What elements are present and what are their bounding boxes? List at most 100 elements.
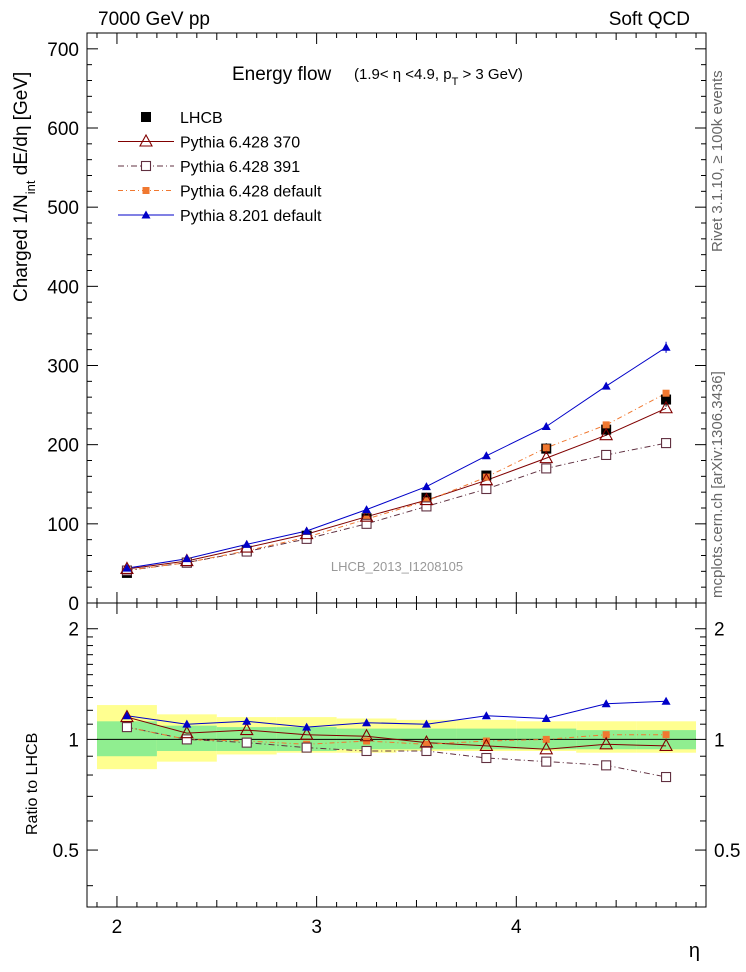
legend-marker-1 — [139, 133, 153, 147]
main-point-1 — [659, 400, 673, 414]
main-point-4 — [242, 539, 252, 548]
main-y-tick-label: 500 — [47, 198, 79, 219]
legend-label-3: Pythia 6.428 default — [180, 184, 322, 201]
legend-marker-0 — [141, 112, 151, 122]
ratio-point-2 — [662, 731, 670, 739]
main-plot-area: 0 100 200 300 400 500 600 700 LHCB Pythia 6.428 … — [47, 32, 707, 615]
main-point-3 — [422, 497, 430, 505]
main-point-4 — [302, 526, 312, 535]
ratio-point-1 — [481, 752, 492, 764]
main-series-line-3 — [126, 392, 667, 571]
ratio-point-0 — [419, 734, 434, 748]
ratio-y-tick-label-right: 2 — [714, 620, 725, 641]
header-right: Soft QCD — [609, 9, 690, 30]
ratio-point-0 — [659, 738, 673, 751]
main-point-0 — [661, 394, 672, 405]
main-point-4 — [601, 381, 611, 390]
ratio-y-tick-label-right: 0.5 — [714, 841, 740, 862]
ratio-point-1 — [661, 771, 672, 783]
plot-subtitle: (1.9< η <4.9, pT > 3 GeV) — [354, 66, 523, 88]
x-axis-label: η — [689, 940, 700, 962]
rivet-version-text: Rivet 3.1.10, ≥ 100k events — [709, 70, 726, 252]
ratio-point-1 — [181, 734, 192, 745]
main-series-line-4 — [126, 346, 667, 569]
legend-marker-3 — [142, 187, 150, 194]
main-point-4 — [421, 482, 431, 491]
ratio-point-1 — [121, 722, 132, 733]
ratio-series-line-0 — [126, 716, 667, 750]
main-point-1 — [419, 492, 434, 506]
ratio-point-3 — [182, 719, 192, 728]
ratio-plot-area: 0.5 0.5 1 1 2 2 2 3 4 — [53, 602, 740, 938]
main-point-4 — [541, 421, 551, 430]
ratio-point-0 — [179, 725, 194, 739]
ratio-point-3 — [362, 718, 372, 727]
ratio-series-line-1 — [126, 726, 667, 778]
ratio-y-tick-label: 2 — [68, 620, 79, 641]
main-point-2 — [481, 483, 492, 495]
ratio-point-0 — [299, 727, 314, 740]
main-point-4 — [122, 563, 132, 572]
main-point-3 — [482, 473, 490, 481]
ratio-y-tick-label: 1 — [68, 730, 79, 751]
ratio-point-2 — [482, 737, 490, 745]
ratio-point-0 — [239, 722, 254, 736]
legend-marker-2 — [140, 160, 152, 172]
main-y-tick-label: 400 — [47, 277, 79, 298]
ratio-point-3 — [421, 719, 431, 728]
ratio-point-0 — [479, 738, 494, 751]
main-y-tick-label: 600 — [47, 119, 79, 140]
main-point-4 — [481, 451, 491, 460]
main-point-2 — [421, 501, 432, 512]
main-point-2 — [601, 449, 612, 461]
ratio-point-0 — [120, 709, 134, 723]
ratio-point-1 — [541, 756, 552, 767]
main-point-1 — [479, 472, 494, 486]
main-point-2 — [361, 518, 372, 529]
ratio-point-2 — [422, 740, 430, 748]
ratio-point-3 — [481, 711, 491, 720]
main-point-4 — [661, 342, 671, 351]
ratio-point-0 — [359, 728, 374, 742]
ratio-y-tick-label-right: 1 — [714, 730, 725, 751]
ratio-point-3 — [601, 699, 611, 708]
ratio-point-3 — [661, 696, 671, 705]
main-point-1 — [359, 509, 374, 522]
plot-title: Energy flow — [232, 64, 332, 85]
main-point-3 — [542, 444, 550, 452]
ratio-point-3 — [242, 716, 252, 725]
ratio-point-0 — [539, 741, 554, 755]
main-point-4 — [362, 505, 372, 514]
analysis-watermark: LHCB_2013_I1208105 — [331, 559, 463, 574]
ratio-point-3 — [541, 713, 551, 722]
main-y-tick-label: 200 — [47, 436, 79, 457]
ratio-point-1 — [601, 760, 612, 771]
ratio-y-tick-label: 0.5 — [53, 841, 79, 862]
main-y-tick-label: 100 — [47, 515, 79, 536]
main-series-line-2 — [126, 442, 667, 571]
main-point-4 — [182, 554, 192, 563]
main-point-3 — [662, 389, 670, 397]
main-point-2 — [661, 438, 672, 449]
legend-label-2: Pythia 6.428 391 — [180, 159, 300, 176]
main-point-1 — [120, 561, 134, 575]
x-tick-label: 2 — [112, 917, 123, 938]
ratio-point-1 — [421, 745, 432, 757]
mcplots-text: mcplots.cern.ch [arXiv:1306.3436] — [709, 371, 726, 598]
ratio-point-0 — [599, 736, 614, 750]
legend-label-1: Pythia 6.428 370 — [180, 135, 300, 152]
ratio-series-line-3 — [126, 700, 667, 728]
main-y-axis-label: Charged 1/Nint dE/dη [GeV] — [11, 72, 38, 302]
ratio-point-1 — [241, 737, 252, 748]
legend-label-0: LHCB — [180, 110, 223, 127]
x-tick-label: 3 — [311, 917, 322, 938]
main-y-tick-label: 700 — [47, 40, 79, 61]
main-point-3 — [602, 421, 610, 429]
x-tick-label: 4 — [511, 917, 522, 938]
ratio-point-2 — [542, 735, 550, 743]
ratio-point-1 — [361, 745, 372, 757]
ratio-y-axis-label: Ratio to LHCB — [24, 733, 41, 835]
ratio-point-3 — [302, 722, 312, 731]
main-point-1 — [539, 450, 554, 464]
